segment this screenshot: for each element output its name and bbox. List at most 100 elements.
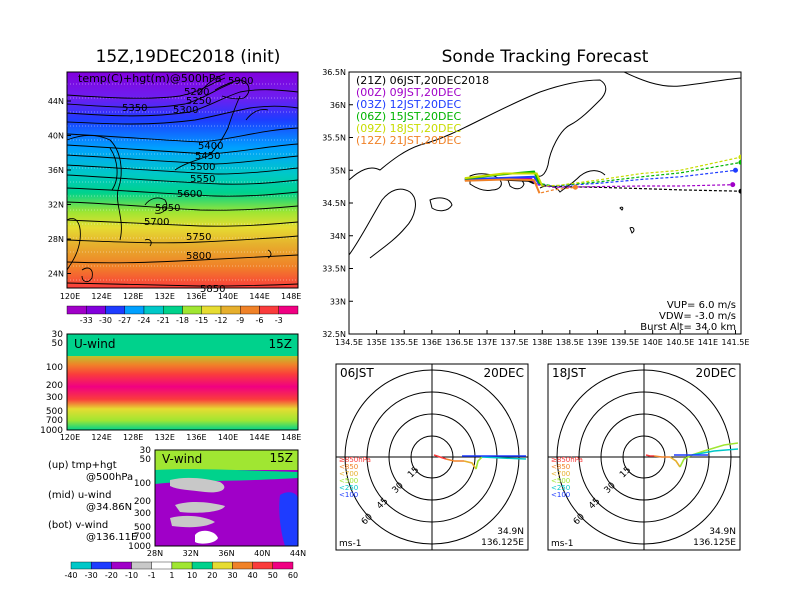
u-wind-y-tick: 30 [52, 330, 64, 340]
track-x-tick: 137E [477, 338, 497, 347]
track-x-tick: 139E [587, 338, 607, 347]
v-wind-y-tick: 30 [140, 446, 152, 456]
u-wind-x-tick: 148E [281, 433, 301, 442]
wind-colorbar: -40 -30 -20 -10 -1 1 10 20 30 40 50 60 [64, 561, 298, 580]
v-wind-x-ticks: 28N 32N 36N 40N 44N [147, 549, 306, 558]
colorbar-label: -40 [64, 571, 77, 580]
track-endpoint [738, 159, 741, 165]
u-wind-y-tick: 300 [46, 393, 63, 403]
v-wind-y-tick: 300 [134, 509, 151, 519]
track-endpoint [730, 182, 736, 188]
track-x-tick: 141E [698, 338, 718, 347]
u-wind-x-tick: 136E [186, 433, 206, 442]
u-wind-y-tick: 50 [52, 339, 64, 349]
track-param: VUP= 6.0 m/s [667, 300, 736, 311]
track-x-tick: 138E [532, 338, 552, 347]
polar-level-label: ≥850hPa [339, 456, 371, 464]
contour-label: 5750 [186, 232, 211, 243]
colorbar-swatch [272, 561, 294, 570]
colorbar-swatch [252, 561, 274, 570]
v-wind-y-tick: 500 [134, 523, 151, 533]
track-legend-entry: (09Z) 18JST,20DEC [356, 122, 461, 135]
polar-lon: 136.125E [481, 538, 524, 548]
track-x-tick: 135E [366, 338, 386, 347]
note-line: (bot) v-wind [48, 520, 108, 531]
polar-level-label: <500 [339, 477, 358, 485]
colorbar-swatch [201, 305, 222, 315]
colorbar-swatch [143, 305, 164, 315]
contour-label: 5700 [144, 217, 169, 228]
polar-unit: ms-1 [339, 539, 361, 549]
colorbar-label: -24 [137, 316, 150, 325]
map-y-tick: 24N [48, 270, 64, 279]
v-wind-y-tick: 200 [134, 497, 151, 507]
map-y-tick: 44N [48, 97, 64, 106]
polar-level-label: <700 [339, 470, 358, 478]
colorbar-swatch [171, 561, 193, 570]
colorbar-label: 40 [248, 571, 258, 580]
map-y-ticks: 44N 40N 36N 32N 28N 24N [48, 97, 71, 279]
map-x-tick: 132E [155, 292, 175, 301]
u-wind-y-tick: 100 [46, 363, 63, 373]
v-wind-x-tick: 36N [218, 549, 234, 558]
map-x-ticks: 120E 124E 128E 132E 136E 140E 144E 148E [60, 292, 302, 301]
polar-level-label: <850 [551, 463, 570, 471]
track-y-tick: 34.5N [322, 199, 346, 208]
panel-notes: (up) tmp+hgt@500hPa (mid) u-wind@34.86N (b… [48, 460, 137, 543]
hodograph-segment [645, 454, 654, 457]
track-line-dashed [464, 178, 576, 194]
colorbar-label: -18 [176, 316, 189, 325]
colorbar-label: 20 [207, 571, 217, 580]
polar-unit: ms-1 [551, 539, 573, 549]
colorbar-label: -3 [275, 316, 283, 325]
u-wind-y-tick: 700 [46, 416, 63, 426]
map-y-tick: 28N [48, 235, 64, 244]
track-y-tick: 35.5N [322, 134, 346, 143]
track-panel: (21Z) 06JST,20DEC2018(00Z) 09JST,20DEC(0… [322, 68, 749, 347]
polar-lon: 136.125E [693, 538, 736, 548]
colorbar-label: 50 [268, 571, 278, 580]
track-endpoint [738, 154, 741, 160]
map-y-tick: 32N [48, 201, 64, 210]
colorbar-swatch [191, 561, 213, 570]
hodograph-segment [653, 455, 670, 458]
colorbar-swatch [220, 305, 241, 315]
u-wind-time: 15Z [269, 337, 293, 351]
track-x-tick: 141.5E [721, 338, 749, 347]
polar-level-label: <100 [551, 491, 570, 499]
polar-lat: 34.9N [497, 527, 524, 537]
polar-level-label: <850 [339, 463, 358, 471]
colorbar-swatch [212, 561, 233, 570]
map-y-tick: 40N [48, 132, 64, 141]
u-wind-x-tick: 128E [123, 433, 143, 442]
colorbar-swatch [131, 561, 152, 570]
polar-level-label: <250 [551, 484, 570, 492]
track-legend-entry: (21Z) 06JST,20DEC2018 [356, 74, 489, 87]
u-wind-x-tick: 144E [249, 433, 269, 442]
track-param: VDW= -3.0 m/s [659, 311, 736, 322]
track-y-tick: 36.5N [322, 68, 346, 77]
contour-label: 5500 [190, 162, 215, 173]
contour-label: 5400 [198, 141, 223, 152]
colorbar-label: -33 [80, 316, 93, 325]
u-wind-x-ticks: 120E 124E 128E 132E 136E 140E 144E 148E [60, 433, 302, 442]
polar-time: 06JST [340, 366, 374, 380]
contour-label: 5450 [195, 151, 220, 162]
v-wind-y-tick: 700 [134, 532, 151, 542]
hodograph-segment [679, 442, 739, 468]
map-x-tick: 120E [60, 292, 80, 301]
track-x-tick: 135.5E [390, 338, 418, 347]
colorbar-swatch [86, 305, 106, 315]
track-x-tick: 137.5E [501, 338, 529, 347]
colorbar-label: 1 [169, 571, 174, 580]
colorbar-swatch [124, 305, 145, 315]
track-legend-entry: (06Z) 15JST,20DEC [356, 110, 461, 123]
polar-lat: 34.9N [709, 527, 736, 537]
polar-level-label: <250 [339, 484, 358, 492]
